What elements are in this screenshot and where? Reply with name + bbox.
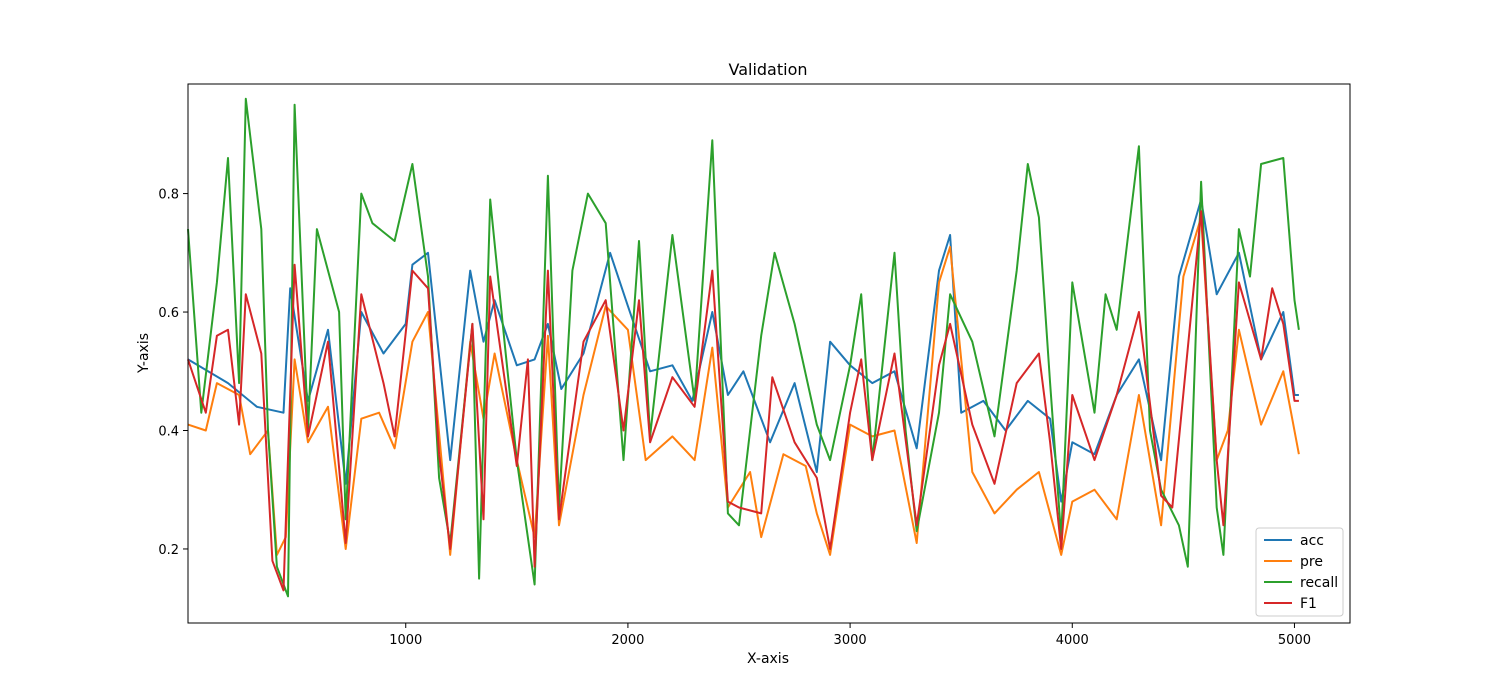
legend-label-recall: recall [1300,575,1338,591]
legend: acc pre recall F1 [1255,527,1344,617]
x-tick-label: 2000 [611,633,644,648]
y-tick-label: 0.4 [158,425,179,440]
x-tick-label: 5000 [1278,633,1311,648]
chart-title: Validation [728,60,807,79]
x-tick-label: 4000 [1056,633,1089,648]
series-layer [187,97,1300,598]
series-line-pre [187,216,1300,556]
y-tick-label: 0.2 [158,543,179,558]
y-axis-label: Y-axis [136,333,152,374]
legend-label-f1: F1 [1300,596,1317,612]
y-tick-label: 0.6 [158,306,179,321]
legend-label-acc: acc [1300,533,1324,549]
x-tick-label: 1000 [389,633,422,648]
legend-label-pre: pre [1300,554,1323,570]
plot-frame [187,83,1351,624]
series-line-f1 [187,210,1299,592]
legend-box [1255,527,1344,617]
x-axis-label: X-axis [747,651,789,667]
x-tick-label: 3000 [834,633,867,648]
series-line-acc [187,198,1299,503]
ticks-layer: 1000 2000 3000 4000 5000 0.2 0.4 0.6 0.8 [158,188,1311,648]
y-tick-label: 0.8 [158,188,179,203]
series-line-recall [187,97,1300,598]
